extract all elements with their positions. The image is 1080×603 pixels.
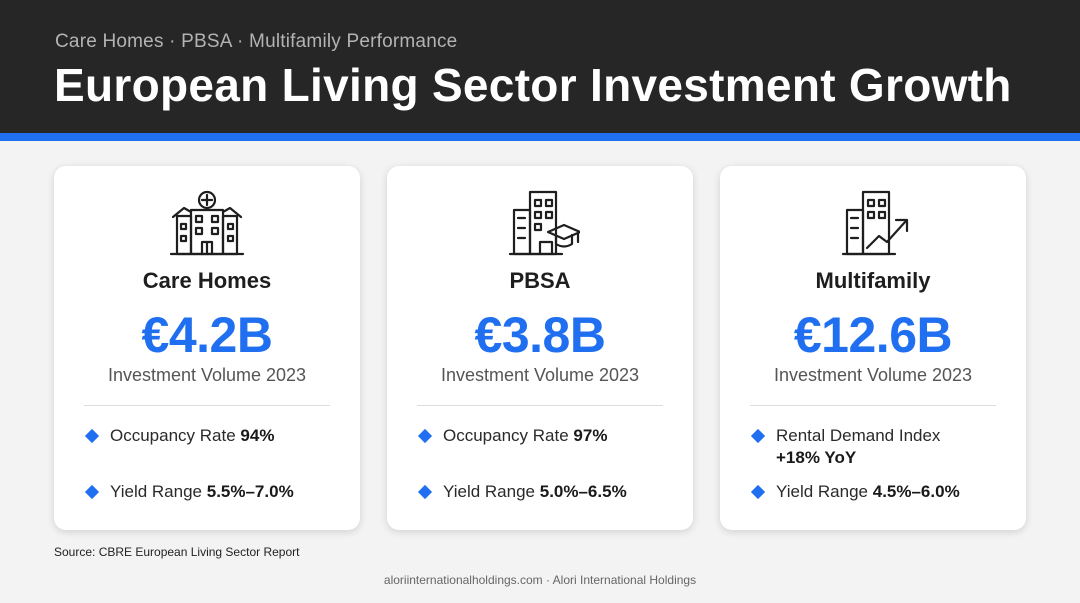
card-care-homes: Care Homes €4.2B Investment Volume 2023 … [54,166,360,530]
bullet-diamond-icon [750,428,766,444]
bullet-diamond-icon [84,428,100,444]
metric-label: Yield Range [110,482,202,501]
metric-label: Occupancy Rate [443,426,569,445]
bullet-diamond-icon [417,484,433,500]
investment-value: €12.6B [793,307,953,363]
bullet-diamond-icon [417,428,433,444]
metric-occupancy: Occupancy Rate 97% [417,425,673,447]
subtitle: Care Homes · PBSA · Multifamily Performa… [55,31,458,52]
metric-label: Yield Range [443,482,535,501]
metric-yield: Yield Range 4.5%–6.0% [750,481,1006,503]
card-pbsa: PBSA €3.8B Investment Volume 2023 Occupa… [387,166,693,530]
investment-caption: Investment Volume 2023 [773,365,973,385]
divider [750,405,996,406]
care-home-building-icon [167,188,247,258]
investment-value: €3.8B [474,307,606,363]
metric-yield: Yield Range 5.0%–6.5% [417,481,673,503]
metric-value: 5.0%–6.5% [539,482,627,501]
footer: aloriinternationalholdings.com · Alori I… [383,573,697,587]
card-title: Care Homes [142,268,272,293]
metric-value: 97% [573,426,608,445]
student-housing-building-icon [500,188,582,258]
metric-label: Yield Range [776,482,868,501]
source-note: Source: CBRE European Living Sector Repo… [54,545,300,559]
investment-caption: Investment Volume 2023 [440,365,640,385]
card-title: PBSA [509,268,571,293]
metric-rental-demand: Rental Demand Index +18% YoY [750,425,1006,469]
metric-value: +18% YoY [776,448,857,467]
metric-occupancy: Occupancy Rate 94% [84,425,340,447]
card-title: Multifamily [815,268,931,293]
investment-caption: Investment Volume 2023 [107,365,307,385]
header: Care Homes · PBSA · Multifamily Performa… [0,0,1080,133]
page-title: European Living Sector Investment Growth [54,59,1012,111]
investment-value: €4.2B [141,307,273,363]
metric-value: 94% [240,426,275,445]
bullet-diamond-icon [750,484,766,500]
header-accent-bar [0,133,1080,141]
metric-value: 4.5%–6.0% [872,482,960,501]
multifamily-building-growth-icon [833,188,913,258]
metric-value: 5.5%–7.0% [206,482,294,501]
bullet-diamond-icon [84,484,100,500]
metric-label: Rental Demand Index [776,426,941,445]
metric-yield: Yield Range 5.5%–7.0% [84,481,340,503]
divider [417,405,663,406]
card-multifamily: Multifamily €12.6B Investment Volume 202… [720,166,1026,530]
divider [84,405,330,406]
metric-label: Occupancy Rate [110,426,236,445]
